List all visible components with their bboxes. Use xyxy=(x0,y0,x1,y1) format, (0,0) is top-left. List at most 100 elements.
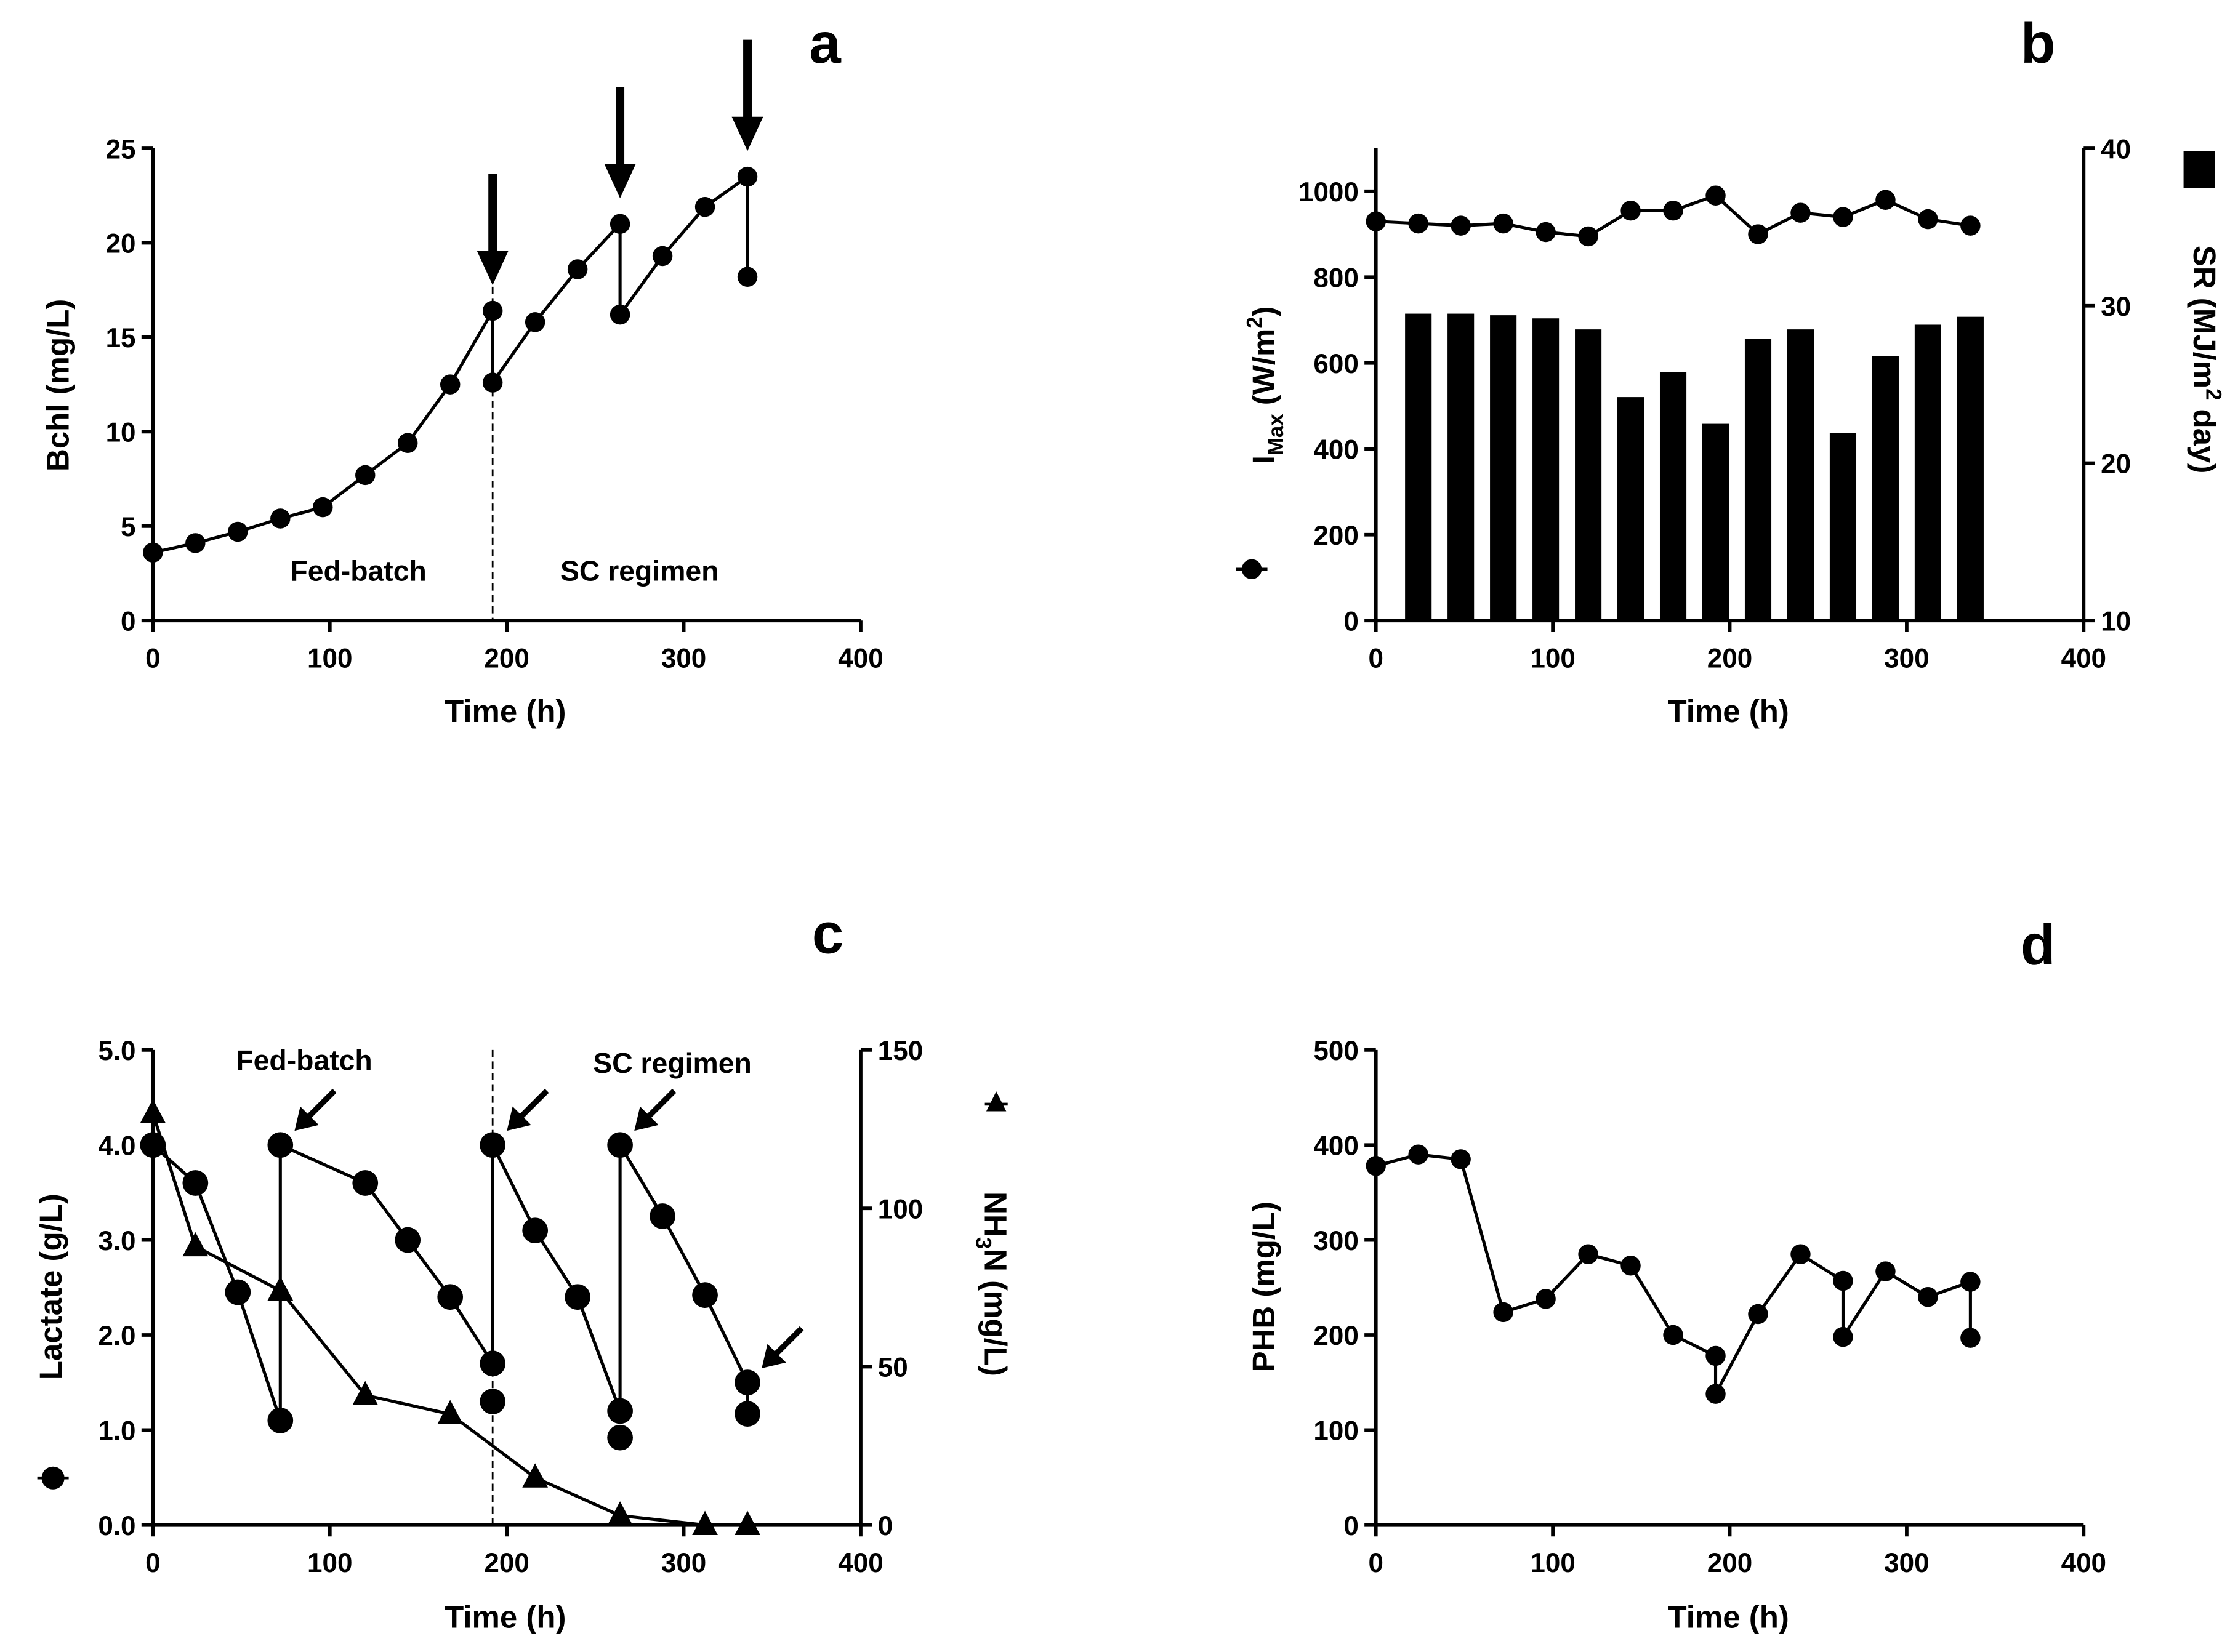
x-tick-label: 200 xyxy=(484,1548,529,1578)
data-point-Lactate xyxy=(480,1350,506,1377)
y2-tick-label: 40 xyxy=(2101,134,2131,164)
x-tick-label: 200 xyxy=(484,644,529,674)
panel-label-d: d xyxy=(2021,913,2056,977)
data-point-Lactate xyxy=(607,1398,633,1424)
arrow-shaft xyxy=(519,1088,549,1119)
data-point-Bchl xyxy=(482,372,503,393)
data-point-IMax xyxy=(1960,215,1981,236)
data-point-IMax xyxy=(1748,224,1768,244)
data-point-PHB xyxy=(1536,1289,1556,1309)
data-point-Lactate xyxy=(395,1227,421,1253)
data-point-Lactate xyxy=(735,1369,760,1396)
data-point-PHB xyxy=(1790,1244,1811,1265)
data-point-PHB xyxy=(1705,1384,1726,1404)
data-point-NH3N xyxy=(522,1463,549,1488)
bar-SR xyxy=(1490,315,1517,621)
x-tick-label: 400 xyxy=(2061,1548,2106,1578)
panel-label-b: b xyxy=(2021,11,2056,75)
y2label-part: N (mg/L) xyxy=(978,1249,1013,1376)
arrow-shaft xyxy=(774,1326,804,1357)
data-point-PHB xyxy=(1833,1326,1853,1347)
data-point-Lactate xyxy=(565,1284,590,1310)
data-point-IMax xyxy=(1620,200,1641,221)
data-point-Lactate xyxy=(607,1424,633,1451)
data-point-Bchl xyxy=(610,214,630,235)
panel-label-c: c xyxy=(812,901,844,965)
x-tick-label: 200 xyxy=(1707,1548,1752,1578)
y2-tick-label: 30 xyxy=(2101,292,2131,322)
y-tick-label: 15 xyxy=(106,323,136,353)
x-tick-label: 300 xyxy=(1884,644,1929,674)
y-tick-label: 200 xyxy=(1313,521,1358,551)
x-axis-title-a: Time (h) xyxy=(445,694,566,729)
y2label-part: day) xyxy=(2187,400,2222,473)
y-tick-label: 1000 xyxy=(1298,177,1359,207)
arrow-down-icon xyxy=(604,164,636,199)
x-tick-label: 100 xyxy=(307,1548,352,1578)
panel-label-a: a xyxy=(809,11,842,75)
bar-SR xyxy=(1447,313,1475,621)
arrow-down-icon xyxy=(477,251,509,286)
x-tick-label: 0 xyxy=(145,644,160,674)
data-point-Bchl xyxy=(610,304,630,325)
data-point-Lactate xyxy=(267,1408,294,1433)
data-point-IMax xyxy=(1366,211,1386,231)
data-point-Bchl xyxy=(270,508,291,529)
data-point-PHB xyxy=(1408,1144,1428,1165)
x-axis-title-b: Time (h) xyxy=(1668,694,1789,729)
data-point-Bchl xyxy=(737,166,758,187)
data-point-Lactate xyxy=(267,1132,294,1158)
y-tick-label: 0 xyxy=(1343,1511,1358,1541)
bar-SR xyxy=(1575,329,1602,621)
data-point-PHB xyxy=(1620,1256,1641,1276)
annotation-sc-regimen-c: SC regimen xyxy=(593,1047,752,1079)
panel-c: 0 100 200 300 400 0.0 1.0 2.0 3.0 4.0 5.0 0 50 100 150 xyxy=(98,1036,923,1578)
y-axis-title-b: IMax (W/m2) xyxy=(1243,306,1288,464)
x-tick-label: 100 xyxy=(1530,1548,1575,1578)
data-point-NH3N xyxy=(182,1232,209,1257)
annotation-sc-regimen-a: SC regimen xyxy=(560,555,719,587)
x-tick-label: 100 xyxy=(1530,644,1575,674)
arrow-shaft xyxy=(646,1088,677,1119)
x-tick-label: 0 xyxy=(1368,1548,1383,1578)
arrow-diagonal-icon xyxy=(634,1106,659,1131)
x-tick-label: 400 xyxy=(838,1548,883,1578)
x-tick-label: 0 xyxy=(1368,644,1383,674)
arrow-diagonal-icon xyxy=(294,1106,319,1131)
data-point-PHB xyxy=(1493,1302,1513,1323)
data-point-NH3N xyxy=(437,1400,464,1424)
y-tick-label: 3.0 xyxy=(98,1226,135,1256)
data-point-IMax xyxy=(1451,215,1471,236)
annotation-fed-batch-a: Fed-batch xyxy=(290,555,426,587)
y2-tick-label: 20 xyxy=(2101,449,2131,479)
data-point-Lactate xyxy=(437,1284,464,1310)
y-axis-title-a: Bchl (mg/L) xyxy=(41,299,76,471)
bar-SR xyxy=(1914,324,1941,621)
data-point-PHB xyxy=(1705,1345,1726,1366)
y2-tick-label: 50 xyxy=(878,1353,908,1383)
data-point-NH3N xyxy=(267,1276,294,1301)
ylabel-superscript: 2 xyxy=(1243,316,1266,328)
data-point-PHB xyxy=(1918,1287,1938,1307)
y-tick-label: 200 xyxy=(1313,1321,1358,1351)
y2label-part: SR (MJ/m xyxy=(2187,246,2222,388)
y-tick-label: 5 xyxy=(121,512,135,542)
panel-b: 0 100 200 300 400 0 200 400 600 800 1000 10 20 30 40 xyxy=(1298,134,2131,673)
series-line-Lactate xyxy=(151,1139,749,1421)
y-tick-label: 5.0 xyxy=(98,1036,135,1066)
data-point-PHB xyxy=(1366,1155,1386,1176)
data-point-Bchl xyxy=(482,300,503,321)
x-axis-title-d: Time (h) xyxy=(1668,1600,1789,1635)
data-point-Bchl xyxy=(567,259,588,279)
ylabel-part: I xyxy=(1246,455,1281,464)
legend-nh3n-triangle-icon xyxy=(984,1091,1008,1112)
y-tick-label: 400 xyxy=(1313,1131,1358,1161)
data-point-PHB xyxy=(1875,1261,1896,1281)
data-point-IMax xyxy=(1578,226,1598,247)
x-tick-label: 300 xyxy=(1884,1548,1929,1578)
data-point-Bchl xyxy=(737,267,758,287)
arrow-down-icon xyxy=(731,116,763,151)
data-point-Bchl xyxy=(440,374,461,395)
data-point-PHB xyxy=(1960,1272,1981,1292)
bar-SR xyxy=(1872,356,1899,621)
